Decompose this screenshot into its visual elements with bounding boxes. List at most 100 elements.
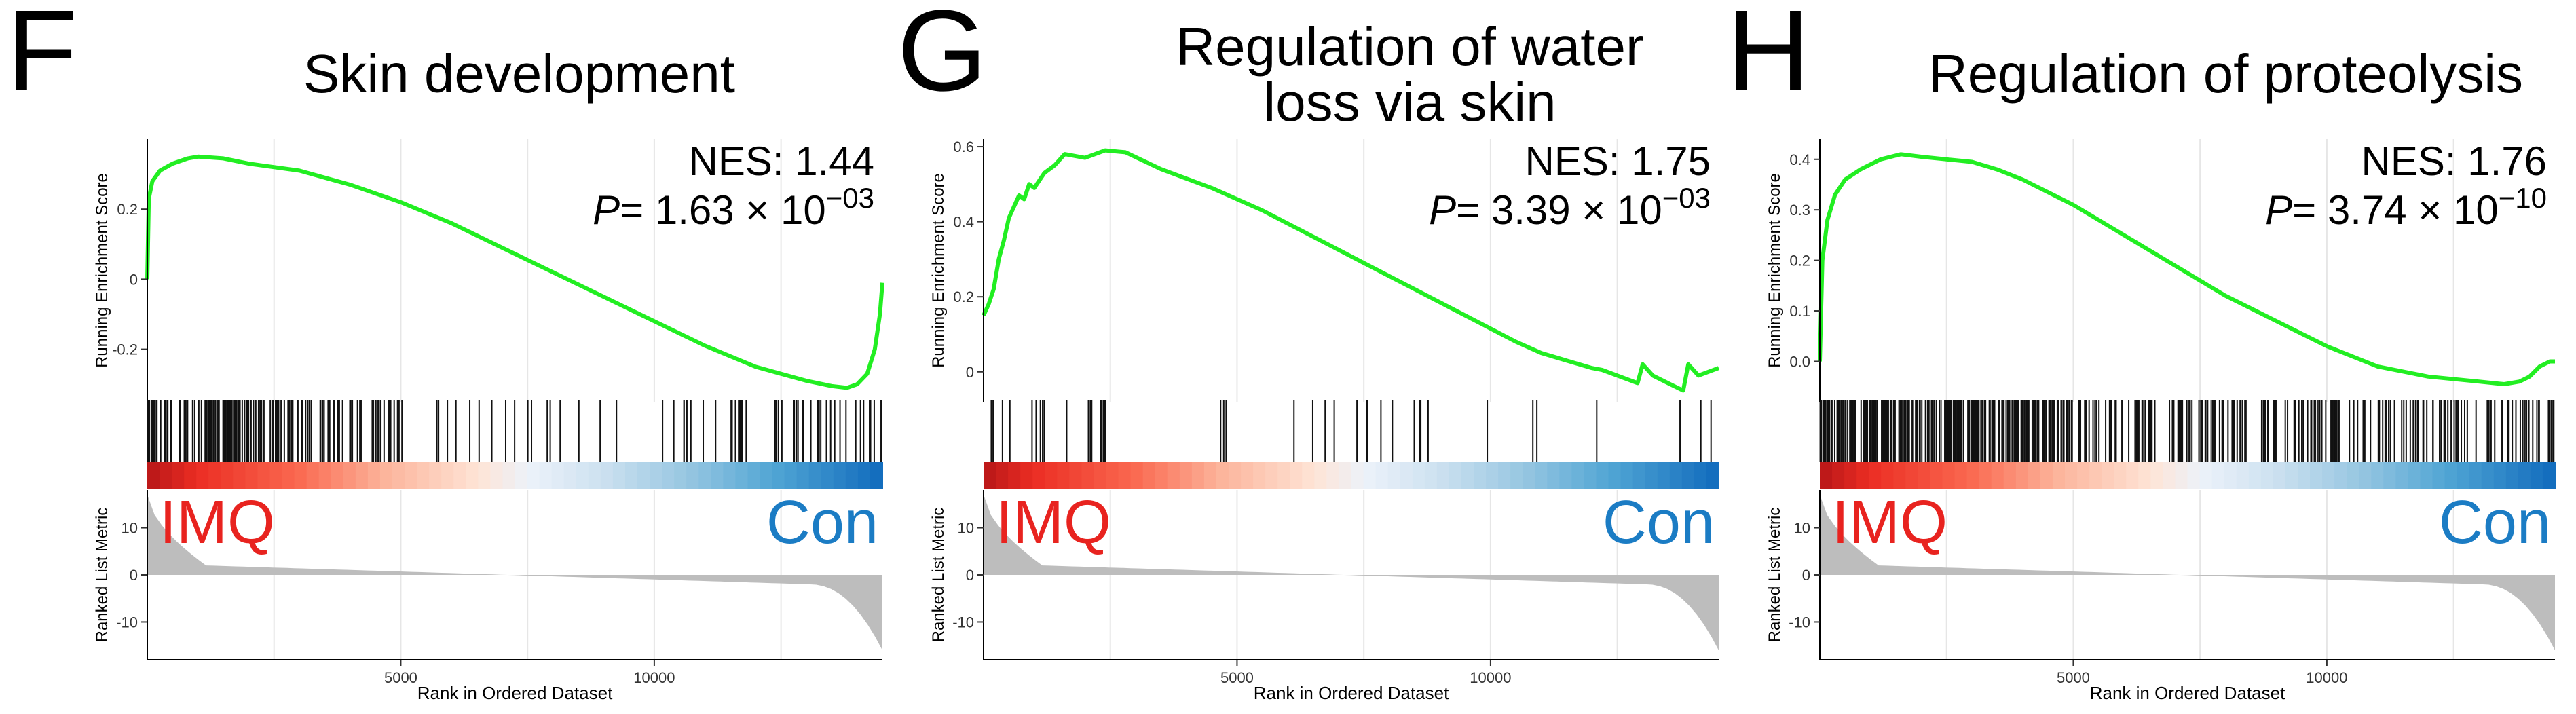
p-value-prefix: P — [1429, 187, 1456, 233]
rank-color-segment — [2114, 462, 2127, 489]
rank-color-segment — [650, 462, 663, 489]
rank-color-segment — [588, 462, 601, 489]
rank-color-segment — [282, 462, 295, 489]
rank-color-segment — [1918, 462, 1931, 489]
rank-color-segment — [1314, 462, 1328, 489]
rank-color-segment — [1449, 462, 1462, 489]
enrichment-score-line — [1818, 152, 2555, 386]
y-tick-label-bottom: 10 — [1794, 520, 1810, 537]
rank-color-segment — [2493, 462, 2507, 489]
rank-color-segment — [1253, 462, 1267, 489]
y-tick-label-bottom: 10 — [958, 520, 974, 537]
rank-color-segment — [1387, 462, 1401, 489]
y-tick-label-bottom: 0 — [1802, 567, 1810, 584]
chart-title-line1: Regulation of water — [1176, 16, 1644, 77]
rank-color-segment — [2089, 462, 2103, 489]
rank-color-segment — [2052, 462, 2066, 489]
rank-color-segment — [1069, 462, 1083, 489]
rank-color-segment — [1216, 462, 1229, 489]
rank-color-segment — [1241, 462, 1254, 489]
rank-color-segment — [2248, 462, 2262, 489]
rank-color-segment — [1596, 462, 1609, 489]
rank-color-segment — [1869, 462, 1882, 489]
rank-color-segment — [2138, 462, 2152, 489]
x-tick-label: 10000 — [1470, 669, 1511, 686]
rank-color-segment — [2236, 462, 2250, 489]
rank-color-segment — [845, 462, 859, 489]
rank-color-segment — [318, 462, 332, 489]
rank-color-segment — [1620, 462, 1634, 489]
y-tick-label-top: 0 — [130, 271, 138, 288]
rank-color-segment — [539, 462, 553, 489]
rank-color-segment — [857, 462, 871, 489]
rank-color-segment — [453, 462, 467, 489]
rank-color-segment — [1142, 462, 1156, 489]
rank-color-segment — [1535, 462, 1548, 489]
y-tick-label-top: 0.0 — [1789, 353, 1810, 370]
gsea-panel-f: F Skin development 0.2 0 -0.2 Running Enric… — [0, 0, 884, 714]
rank-color-segment — [343, 462, 356, 489]
rank-color-segment — [2175, 462, 2188, 489]
p-value-text: = 3.74 × 10 — [2292, 187, 2499, 233]
rank-color-segment — [1290, 462, 1303, 489]
rank-color-segment — [2530, 462, 2543, 489]
rank-color-segment — [2126, 462, 2140, 489]
panel-letter: H — [1727, 0, 1810, 115]
rank-color-segment — [1155, 462, 1168, 489]
x-axis-label: Rank in Ordered Dataset — [417, 683, 613, 703]
rank-color-segment — [1339, 462, 1352, 489]
rank-color-segment — [760, 462, 773, 489]
rank-color-segment — [784, 462, 798, 489]
rank-color-segment — [2505, 462, 2519, 489]
rank-color-segment — [1645, 462, 1658, 489]
rank-color-segment — [1130, 462, 1144, 489]
rank-color-segment — [1375, 462, 1389, 489]
rank-color-segment — [208, 462, 222, 489]
rank-color-segment — [355, 462, 369, 489]
rank-color-segment — [2310, 462, 2323, 489]
y-axis-label-bottom: Ranked List Metric — [1766, 508, 1784, 643]
y-tick-label-bottom: 0 — [966, 567, 974, 584]
rank-color-segment — [1844, 462, 1858, 489]
rank-color-segment — [1584, 462, 1597, 489]
p-value-label: P= 3.39 × 10−03 — [1429, 182, 1711, 233]
rank-color-segment — [772, 462, 785, 489]
y-tick-label-top: 0.6 — [953, 138, 974, 155]
rank-color-segment — [1081, 462, 1095, 489]
rank-color-segment — [686, 462, 700, 489]
rank-color-segment — [294, 462, 307, 489]
rank-color-segment — [1424, 462, 1438, 489]
rank-color-segment — [1832, 462, 1846, 489]
group-label-con: Con — [766, 489, 878, 557]
rank-color-segment — [2383, 462, 2397, 489]
rank-color-segment — [1363, 462, 1377, 489]
rank-color-segment — [1657, 462, 1670, 489]
rank-color-segment — [1167, 462, 1180, 489]
rank-color-segment — [674, 462, 688, 489]
x-tick-label: 5000 — [384, 669, 417, 686]
rank-color-segment — [417, 462, 430, 489]
rank-color-segment — [1523, 462, 1536, 489]
rank-color-segment — [233, 462, 246, 489]
group-label-con: Con — [1603, 489, 1715, 557]
p-value-prefix: P — [593, 187, 620, 233]
rank-color-segment — [1681, 462, 1695, 489]
rank-color-segment — [269, 462, 283, 489]
rank-color-segment — [1351, 462, 1364, 489]
p-value-label: P= 1.63 × 10−03 — [593, 182, 874, 233]
rank-color-segment — [808, 462, 822, 489]
rank-color-segment — [662, 462, 675, 489]
nes-label: NES: 1.76 — [2362, 138, 2547, 184]
rank-color-segment — [172, 462, 185, 489]
rank-color-segment — [306, 462, 320, 489]
rank-color-segment — [1020, 462, 1034, 489]
rank-color-segment — [1400, 462, 1413, 489]
rank-color-segment — [527, 462, 540, 489]
rank-color-segment — [2432, 462, 2446, 489]
enrichment-score-line — [145, 154, 884, 390]
rank-color-segment — [379, 462, 393, 489]
x-axis-label: Rank in Ordered Dataset — [2090, 683, 2285, 703]
rank-color-segment — [1474, 462, 1487, 489]
p-value-exponent: −03 — [826, 182, 874, 214]
